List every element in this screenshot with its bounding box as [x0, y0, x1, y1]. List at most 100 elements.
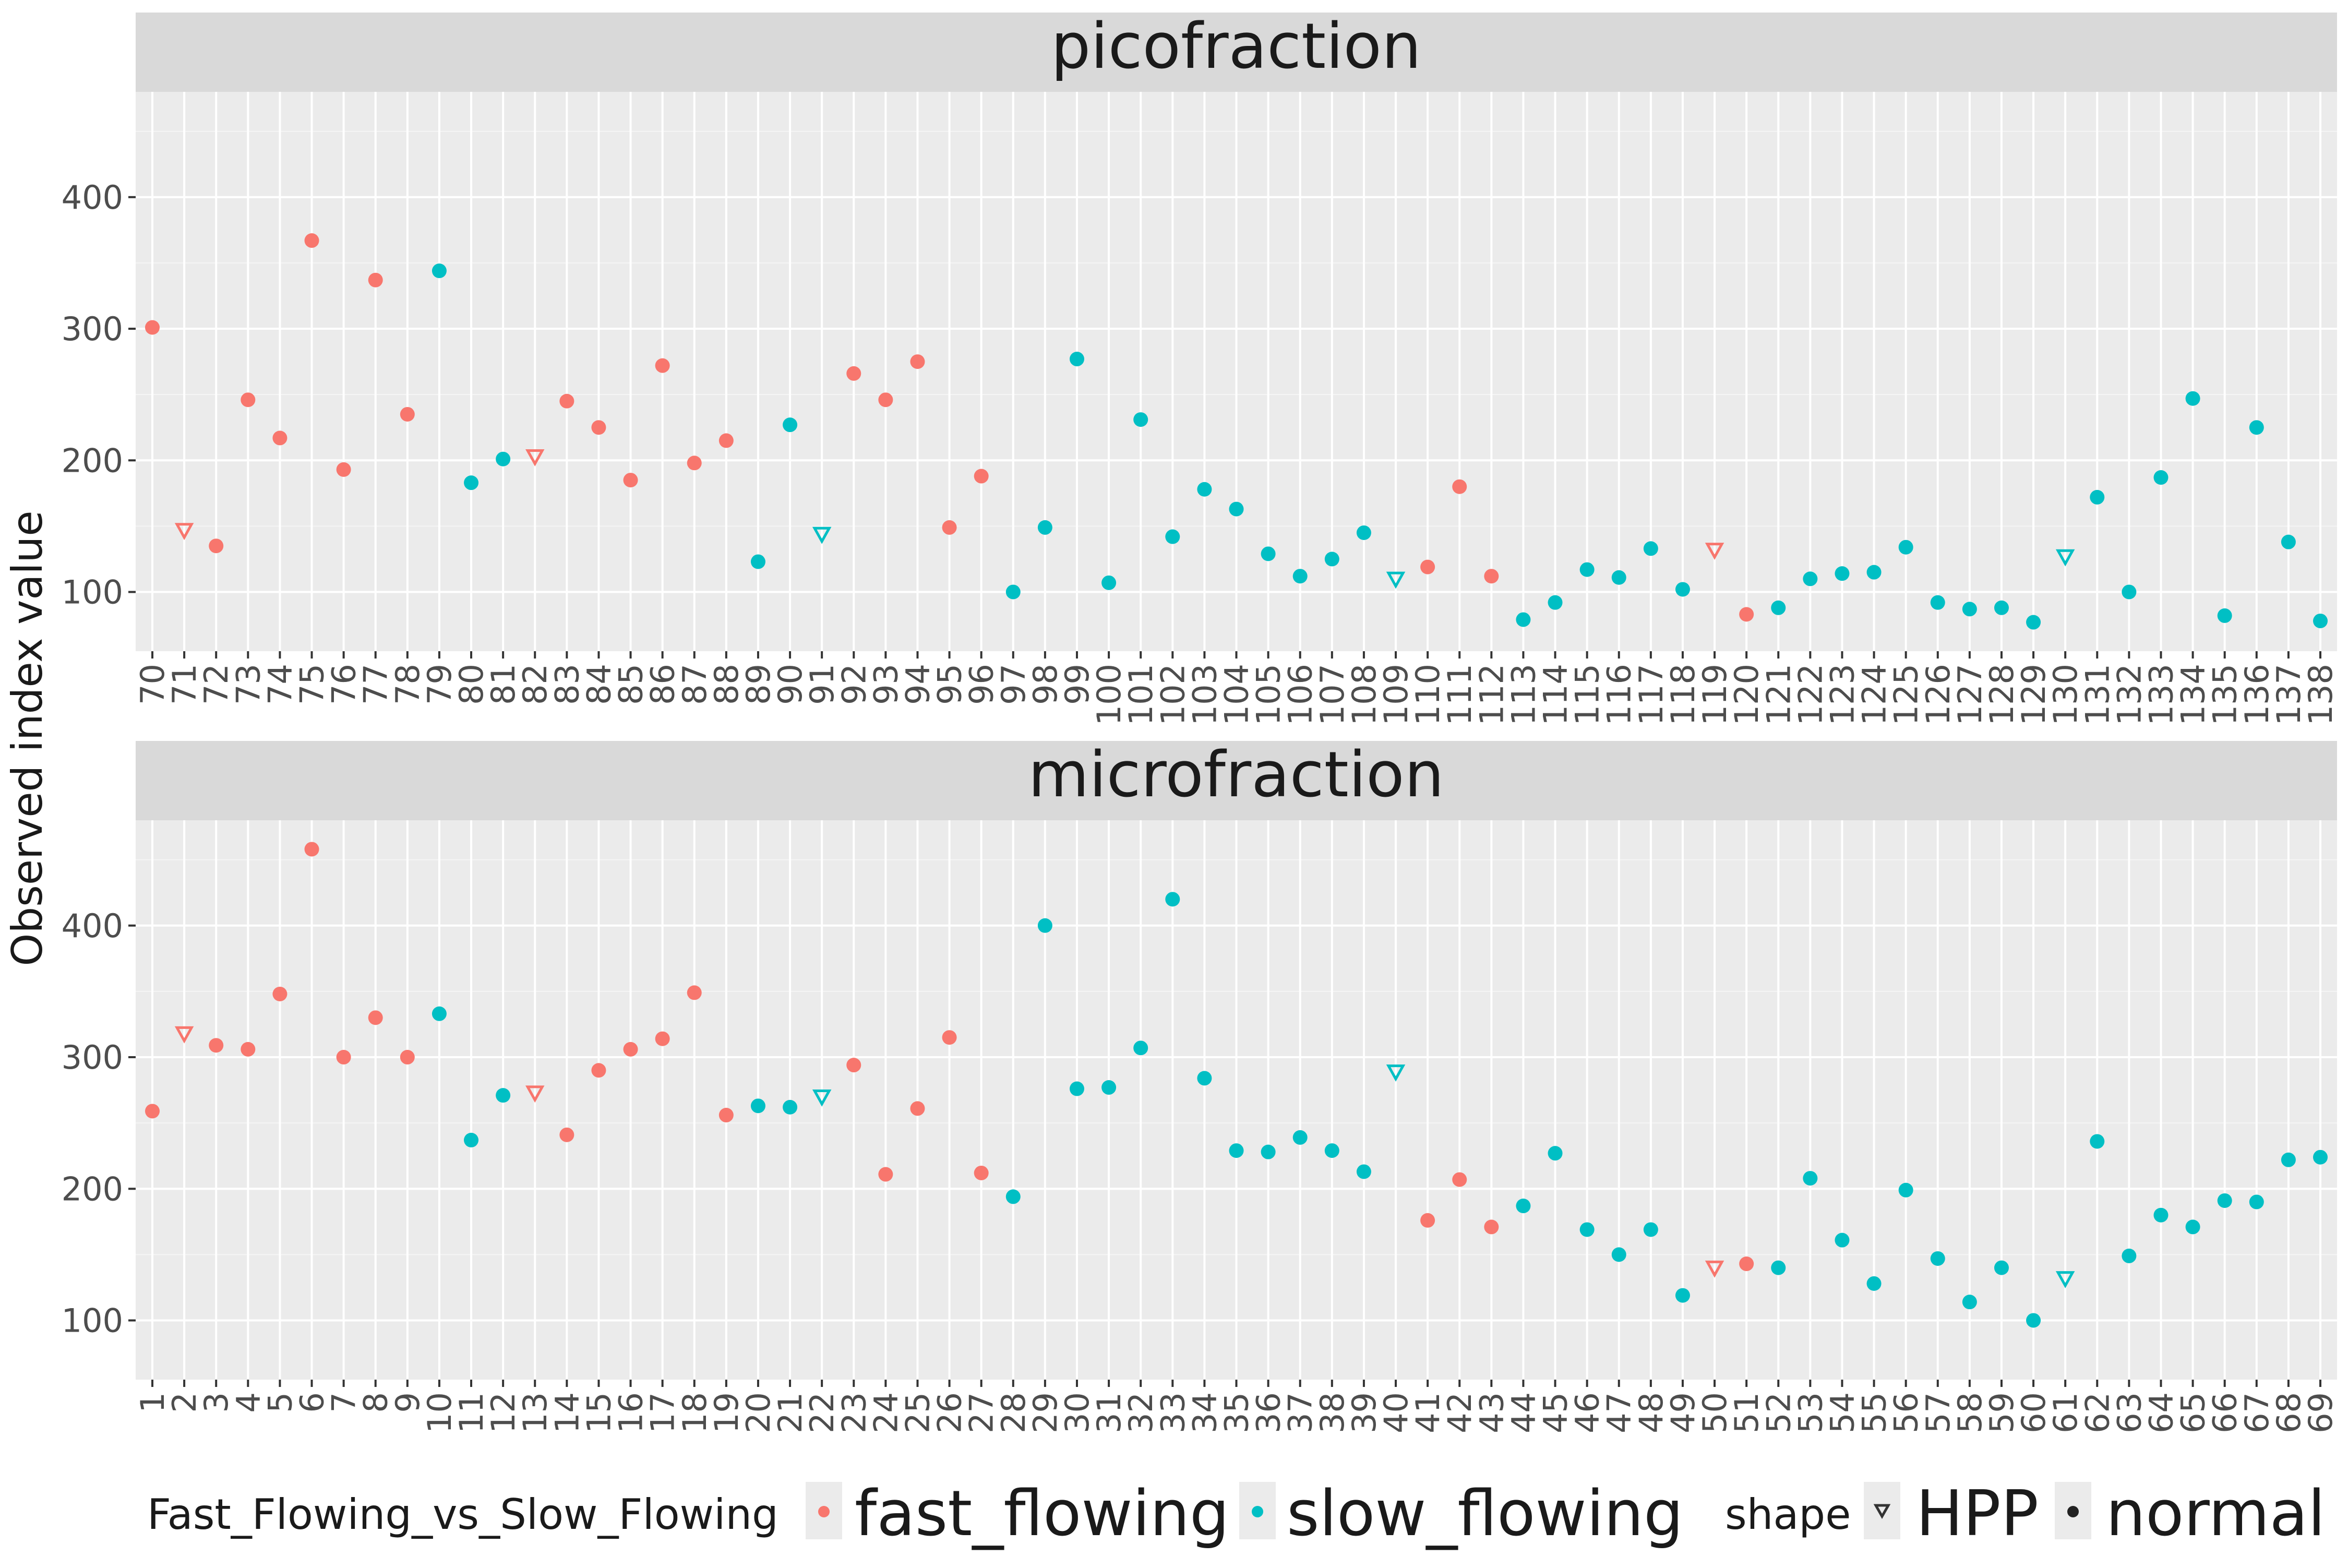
x-tick-label: 20 [739, 1392, 777, 1433]
x-tick-label: 92 [835, 664, 873, 705]
data-point-normal [432, 264, 447, 279]
x-tick-label: 123 [1823, 664, 1861, 725]
data-point-normal [336, 462, 351, 477]
x-tick-label: 57 [1919, 1392, 1957, 1433]
data-point-normal [591, 1063, 606, 1078]
x-tick-label: 108 [1345, 664, 1383, 725]
data-point-normal [591, 420, 606, 435]
data-point-normal [655, 1031, 670, 1046]
data-point-normal [942, 1030, 957, 1045]
data-point-normal [1356, 1164, 1371, 1179]
data-point-normal [1069, 1081, 1084, 1096]
data-point-normal [750, 1098, 765, 1114]
data-point-normal [974, 469, 989, 484]
y-tick-label: 100 [62, 573, 123, 611]
x-tick-label: 74 [261, 664, 299, 705]
data-point-normal [1611, 1247, 1626, 1262]
data-point-normal [1516, 1199, 1531, 1214]
x-tick-label: 94 [899, 664, 937, 705]
data-point-normal [1261, 546, 1276, 561]
data-point-normal [1197, 1071, 1212, 1086]
data-point-normal [559, 393, 574, 409]
data-point-normal [464, 475, 479, 490]
y-tick-label: 400 [62, 907, 123, 945]
data-point-normal [1835, 1232, 1850, 1248]
x-tick-label: 62 [2078, 1392, 2116, 1433]
x-tick-label: 39 [1345, 1392, 1383, 1433]
legend-key [1864, 1482, 1900, 1539]
x-tick-label: 13 [516, 1392, 554, 1433]
x-tick-label: 29 [1026, 1392, 1064, 1433]
data-point-normal [1165, 892, 1180, 907]
x-tick-label: 42 [1441, 1392, 1479, 1433]
data-point-normal [304, 233, 319, 248]
data-point-normal [1962, 602, 1977, 617]
data-point-normal [1739, 1256, 1754, 1272]
x-tick-label: 44 [1504, 1392, 1542, 1433]
x-tick-label: 16 [612, 1392, 650, 1433]
x-tick-label: 103 [1185, 664, 1224, 725]
x-tick-label: 131 [2078, 664, 2116, 725]
x-tick-label: 135 [2206, 664, 2244, 725]
data-point-normal [1898, 1182, 1913, 1198]
data-point-normal [1420, 1213, 1435, 1228]
x-tick-label: 133 [2142, 664, 2180, 725]
legend-label-fast-flowing: fast_flowing [855, 1478, 1229, 1550]
x-tick-label: 117 [1632, 664, 1670, 725]
x-tick-label: 4 [229, 1392, 267, 1413]
x-tick-label: 28 [995, 1392, 1033, 1433]
x-tick-label: 52 [1759, 1392, 1798, 1433]
legend-fast-flowing-dot [818, 1506, 830, 1517]
x-tick-label: 50 [1696, 1392, 1734, 1433]
grid-lines [136, 92, 2337, 651]
y-tick-label: 200 [62, 1170, 123, 1208]
x-tick-label: 112 [1472, 664, 1511, 725]
x-tick-label: 24 [867, 1392, 905, 1433]
data-point-normal [272, 430, 287, 446]
legend-color-title: Fast_Flowing_vs_Slow_Flowing [147, 1490, 778, 1539]
x-tick-label: 121 [1759, 664, 1798, 725]
x-tick-label: 48 [1632, 1392, 1670, 1433]
x-tick-label: 34 [1185, 1392, 1224, 1433]
x-tick-label: 119 [1696, 664, 1734, 725]
data-point-normal [1994, 1260, 2009, 1275]
data-point-normal [1261, 1144, 1276, 1159]
legend-hpp-triangle-icon [1873, 1504, 1891, 1519]
x-tick-label: 6 [293, 1392, 331, 1413]
x-tick-label: 17 [644, 1392, 682, 1433]
x-tick-label: 125 [1887, 664, 1925, 725]
x-tick-label: 124 [1855, 664, 1894, 725]
data-point-normal [241, 392, 256, 408]
x-tick-label: 43 [1472, 1392, 1511, 1433]
x-tick-label: 46 [1568, 1392, 1607, 1433]
x-tick-label: 25 [899, 1392, 937, 1433]
data-point-normal [2090, 1134, 2105, 1149]
data-point-normal [1133, 1040, 1148, 1056]
x-tick-label: 99 [1058, 664, 1096, 705]
data-point-normal [1165, 529, 1180, 544]
x-tick-label: 96 [963, 664, 1001, 705]
x-tick-label: 58 [1951, 1392, 1989, 1433]
data-point-normal [1930, 595, 1945, 610]
x-tick-label: 100 [1090, 664, 1128, 725]
y-tick-label: 300 [62, 1038, 123, 1076]
data-point-normal [846, 366, 861, 381]
panel-strip [136, 13, 2337, 92]
x-tick-label: 102 [1154, 664, 1192, 725]
x-tick-label: 15 [580, 1392, 618, 1433]
data-point-normal [1292, 1130, 1308, 1145]
x-tick-label: 22 [803, 1392, 841, 1433]
x-tick-label: 127 [1951, 664, 1989, 725]
x-tick-label: 18 [676, 1392, 714, 1433]
x-tick-label: 49 [1664, 1392, 1702, 1433]
x-tick-label: 36 [1250, 1392, 1288, 1433]
data-points [145, 233, 2328, 630]
x-tick-label: 65 [2174, 1392, 2212, 1433]
data-point-normal [623, 473, 638, 488]
x-tick-label: 91 [803, 664, 841, 705]
x-tick-label: 2 [165, 1392, 203, 1413]
x-tick-label: 32 [1122, 1392, 1160, 1433]
data-point-normal [1324, 1143, 1339, 1158]
x-tick-label: 19 [708, 1392, 746, 1433]
x-tick-label: 126 [1919, 664, 1957, 725]
